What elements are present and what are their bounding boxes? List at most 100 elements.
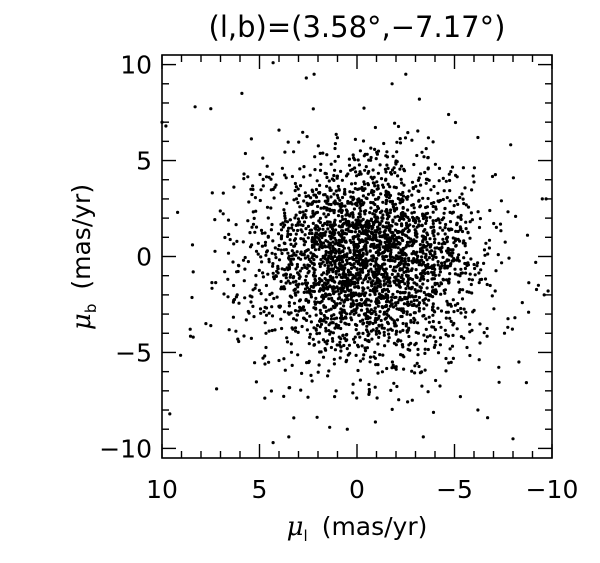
data-point	[242, 279, 246, 283]
data-point	[352, 240, 356, 244]
data-point	[334, 189, 338, 193]
data-point	[492, 307, 496, 311]
data-point	[299, 252, 303, 256]
data-point	[430, 325, 434, 329]
data-point	[298, 210, 302, 215]
data-point	[296, 330, 300, 334]
data-point	[365, 324, 369, 328]
data-point	[343, 266, 347, 270]
data-point	[372, 264, 377, 268]
data-point	[437, 320, 441, 325]
data-point	[452, 204, 456, 208]
data-point	[509, 143, 513, 147]
data-point	[290, 223, 294, 227]
data-point	[344, 240, 348, 244]
data-point	[425, 258, 429, 262]
data-point	[412, 241, 416, 245]
data-point	[342, 304, 346, 308]
data-point	[313, 155, 317, 159]
data-point	[365, 251, 369, 255]
data-point	[295, 265, 299, 269]
data-point	[454, 258, 459, 262]
data-point	[299, 388, 303, 392]
data-point	[424, 219, 429, 223]
data-point	[296, 223, 300, 227]
data-point	[464, 310, 468, 314]
data-point	[271, 441, 275, 445]
data-point	[243, 296, 247, 300]
data-point	[324, 320, 328, 324]
data-point	[511, 437, 515, 441]
data-point	[343, 298, 347, 302]
data-point	[304, 274, 308, 278]
data-point	[385, 366, 389, 371]
data-point	[280, 267, 284, 271]
data-point	[322, 212, 326, 216]
data-point	[366, 226, 371, 230]
data-point	[339, 326, 343, 331]
data-point	[248, 294, 252, 298]
data-point	[322, 271, 326, 275]
data-point	[335, 275, 339, 279]
data-point	[356, 215, 360, 219]
data-point	[416, 347, 420, 351]
data-point	[421, 314, 425, 318]
data-point	[469, 257, 473, 261]
data-point	[437, 241, 441, 245]
data-point	[236, 269, 240, 274]
data-point	[383, 305, 387, 309]
data-point	[374, 219, 378, 223]
data-point	[249, 300, 253, 304]
data-point	[333, 262, 337, 266]
data-point	[290, 326, 294, 330]
data-point	[297, 282, 301, 286]
data-point	[406, 400, 410, 404]
data-point	[223, 270, 227, 274]
data-point	[309, 215, 313, 219]
data-point	[421, 298, 425, 302]
data-point	[254, 249, 259, 253]
data-point	[331, 240, 335, 244]
data-point	[361, 322, 365, 326]
data-point	[342, 275, 347, 279]
data-point	[311, 236, 315, 240]
data-point	[451, 333, 455, 337]
data-point	[328, 188, 332, 192]
data-point	[333, 199, 337, 203]
data-point	[312, 262, 316, 267]
x-axis-subscript: l	[304, 527, 308, 545]
data-point	[437, 179, 441, 183]
data-point	[424, 317, 428, 321]
data-point	[464, 203, 468, 207]
data-point	[447, 172, 451, 176]
data-point	[397, 298, 401, 302]
data-point	[472, 166, 476, 170]
data-point	[460, 297, 465, 301]
data-point	[380, 235, 384, 239]
data-point	[371, 193, 375, 197]
data-point	[428, 252, 432, 256]
data-point	[503, 240, 507, 244]
data-point	[372, 189, 376, 194]
data-point	[382, 310, 387, 314]
data-point	[314, 231, 318, 235]
data-point	[286, 140, 290, 144]
data-point	[448, 210, 452, 214]
data-point	[329, 307, 333, 311]
data-point	[369, 244, 373, 248]
data-point	[416, 178, 420, 182]
data-point	[390, 366, 394, 370]
data-point	[286, 232, 290, 236]
data-point	[459, 217, 463, 221]
data-point	[333, 395, 337, 399]
data-point	[443, 232, 447, 236]
data-point	[436, 232, 440, 236]
data-point	[452, 241, 456, 245]
data-point	[304, 194, 308, 199]
data-point	[343, 217, 347, 221]
data-point	[394, 265, 399, 269]
data-point	[479, 268, 483, 272]
data-point	[441, 237, 445, 241]
data-point	[470, 218, 474, 222]
data-point	[323, 171, 327, 175]
